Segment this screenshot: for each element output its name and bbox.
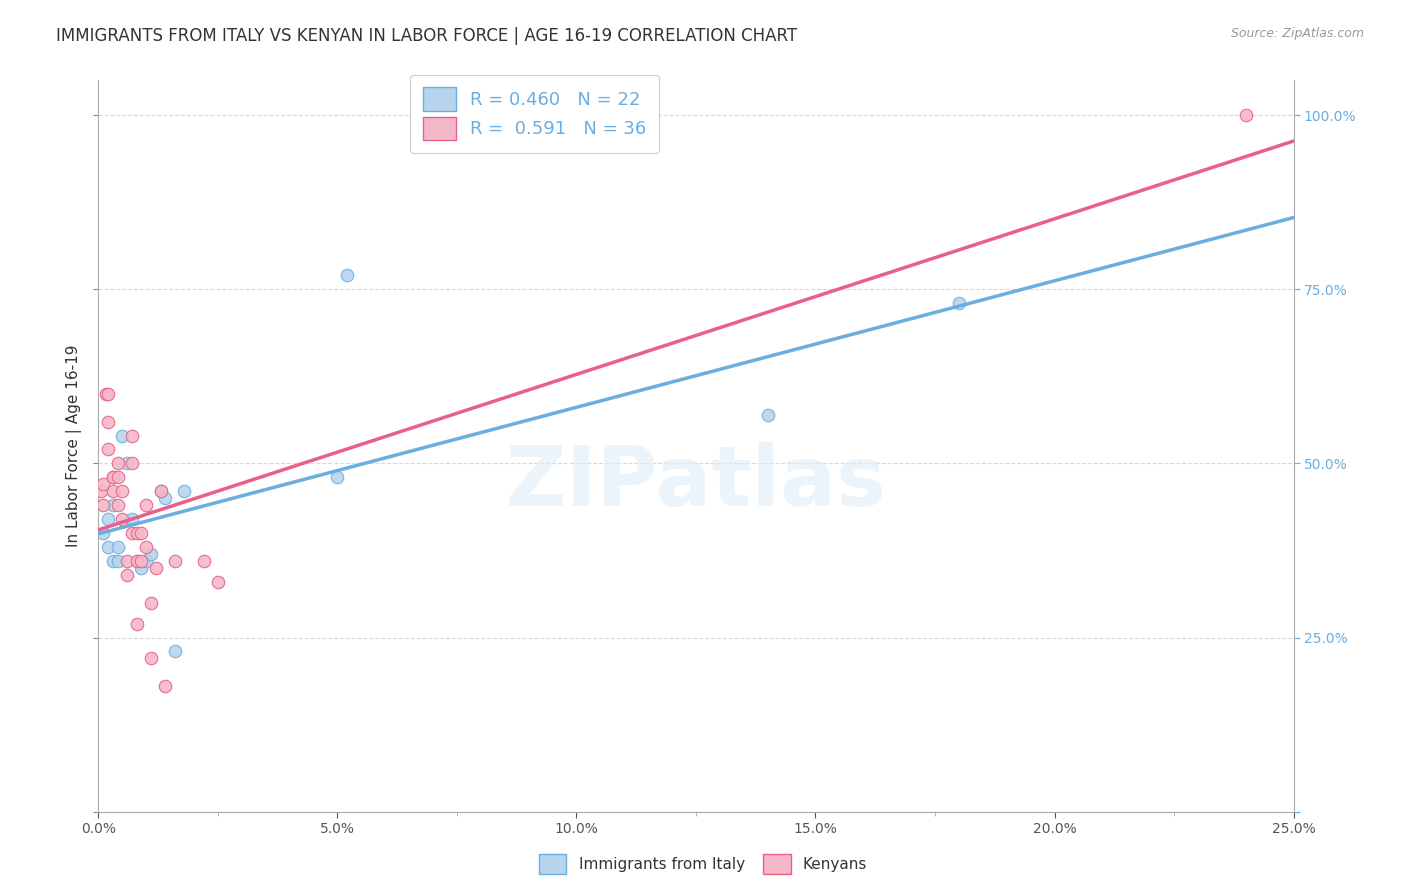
- Point: [101, 470, 124, 484]
- Point: [163, 644, 186, 658]
- Point: [193, 554, 215, 568]
- Point: [115, 567, 138, 582]
- Point: [94, 386, 117, 401]
- Point: [131, 526, 153, 541]
- Point: [1234, 108, 1257, 122]
- Point: [101, 484, 124, 499]
- Point: [125, 554, 148, 568]
- Point: [173, 484, 195, 499]
- Point: [155, 679, 177, 693]
- Point: [135, 540, 157, 554]
- Point: [97, 512, 120, 526]
- Point: [97, 386, 120, 401]
- Point: [101, 554, 124, 568]
- Point: [101, 470, 124, 484]
- Point: [91, 498, 114, 512]
- Point: [107, 498, 129, 512]
- Point: [121, 428, 143, 442]
- Point: [139, 547, 162, 561]
- Point: [111, 428, 134, 442]
- Text: IMMIGRANTS FROM ITALY VS KENYAN IN LABOR FORCE | AGE 16-19 CORRELATION CHART: IMMIGRANTS FROM ITALY VS KENYAN IN LABOR…: [56, 27, 797, 45]
- Point: [326, 470, 349, 484]
- Point: [155, 491, 177, 506]
- Point: [125, 554, 148, 568]
- Point: [135, 554, 157, 568]
- Point: [97, 442, 120, 457]
- Point: [948, 296, 970, 310]
- Point: [125, 616, 148, 631]
- Point: [149, 484, 172, 499]
- Point: [121, 526, 143, 541]
- Point: [90, 484, 112, 499]
- Point: [107, 554, 129, 568]
- Point: [139, 651, 162, 665]
- Point: [115, 457, 138, 471]
- Legend: Immigrants from Italy, Kenyans: Immigrants from Italy, Kenyans: [533, 848, 873, 880]
- Point: [121, 457, 143, 471]
- Point: [121, 512, 143, 526]
- Point: [145, 561, 167, 575]
- Point: [107, 540, 129, 554]
- Point: [91, 477, 114, 491]
- Point: [107, 457, 129, 471]
- Legend: R = 0.460   N = 22, R =  0.591   N = 36: R = 0.460 N = 22, R = 0.591 N = 36: [411, 75, 659, 153]
- Text: ZIPatlas: ZIPatlas: [506, 442, 886, 523]
- Point: [135, 498, 157, 512]
- Point: [111, 512, 134, 526]
- Point: [207, 574, 229, 589]
- Point: [111, 484, 134, 499]
- Point: [336, 268, 359, 283]
- Point: [101, 498, 124, 512]
- Point: [97, 540, 120, 554]
- Point: [115, 554, 138, 568]
- Y-axis label: In Labor Force | Age 16-19: In Labor Force | Age 16-19: [66, 344, 83, 548]
- Point: [163, 554, 186, 568]
- Point: [125, 526, 148, 541]
- Point: [131, 561, 153, 575]
- Point: [139, 596, 162, 610]
- Text: Source: ZipAtlas.com: Source: ZipAtlas.com: [1230, 27, 1364, 40]
- Point: [149, 484, 172, 499]
- Point: [91, 526, 114, 541]
- Point: [131, 554, 153, 568]
- Point: [756, 408, 779, 422]
- Point: [97, 415, 120, 429]
- Point: [107, 470, 129, 484]
